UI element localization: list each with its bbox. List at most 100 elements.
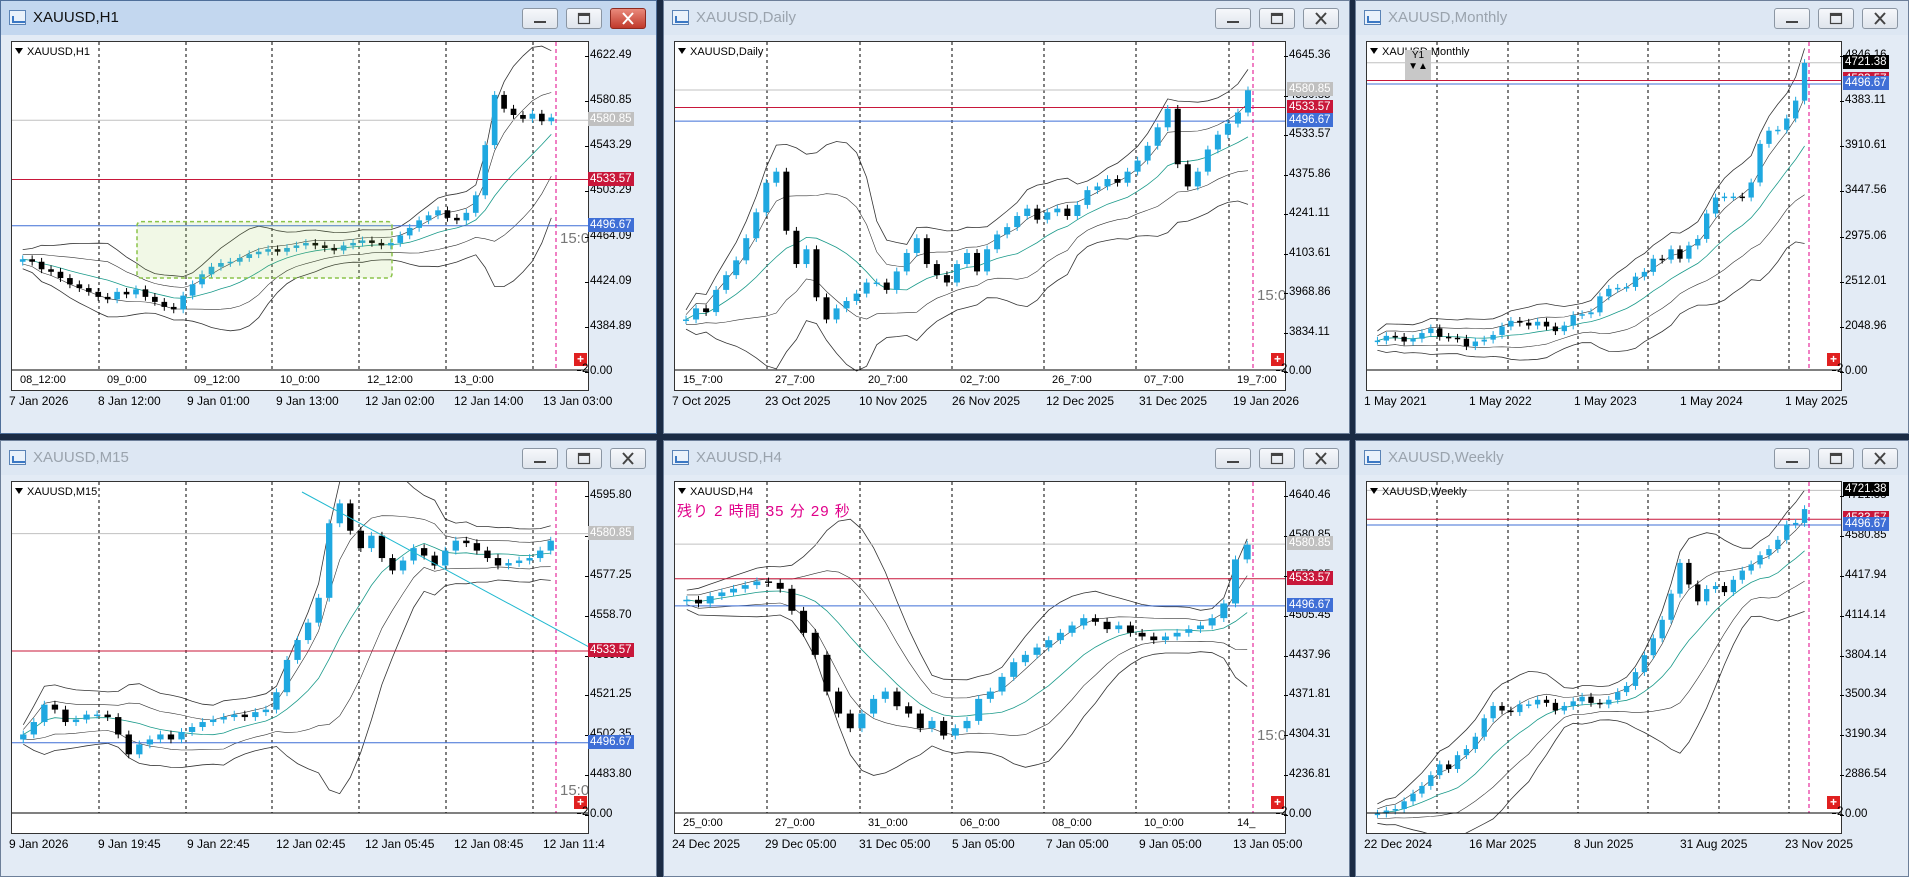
candle-body [399, 560, 407, 571]
timeframe-label: 15:00 [560, 230, 589, 247]
candle-body [1668, 249, 1674, 260]
symbol-label[interactable]: XAUUSD,M15 [15, 486, 97, 498]
title-bar[interactable]: XAUUSD,Monthly [1356, 1, 1908, 35]
chart-window[interactable]: XAUUSD,Weekly XAUUSD,Weekly +4721.38 4580.8… [1355, 440, 1909, 877]
chart-window[interactable]: XAUUSD,M15 XAUUSD,M15 15:00+4595.80 4580.85… [0, 440, 657, 877]
candle-body [1174, 108, 1181, 165]
candle-body [1686, 562, 1692, 585]
candle-body [1472, 736, 1478, 750]
time-axis[interactable]: 1 May 2021 1 May 2022 1 May 2023 1 May 2024… [1364, 394, 1908, 414]
minimize-button[interactable] [1215, 8, 1251, 29]
candle-body [923, 238, 930, 265]
close-button[interactable] [610, 8, 646, 29]
time-axis[interactable]: 24 Dec 2025 29 Dec 05:00 31 Dec 05:00 5 Jan… [672, 837, 1349, 857]
support-price-tag: 4496.67 [1843, 76, 1889, 90]
band-inner-lower [686, 170, 1249, 325]
band-inner-lower [1377, 580, 1805, 819]
price-chart-svg[interactable]: 15_7:00 27_7:00 20_7:00 02_7:00 26_7:00 07_7:… [675, 42, 1286, 391]
chart-plot-area[interactable]: XAUUSD,M15 15:00+ [11, 481, 589, 834]
close-button[interactable] [1303, 8, 1339, 29]
candle-body [1659, 619, 1665, 639]
window-title: XAUUSD,Monthly [1388, 9, 1508, 26]
chart-plot-area[interactable]: 15_7:00 27_7:00 20_7:00 02_7:00 26_7:00 07_7:… [674, 41, 1286, 391]
maximize-button[interactable] [1259, 448, 1295, 469]
time-axis[interactable]: 7 Oct 2025 23 Oct 2025 10 Nov 2025 26 Nov 2… [672, 394, 1349, 414]
minimize-button[interactable] [1774, 448, 1810, 469]
minimize-button[interactable] [1215, 448, 1251, 469]
candle-body [881, 691, 889, 699]
chart-plot-area[interactable]: 08_12:00 09_0:00 09_12:00 10_0:00 12_12:00 13… [11, 41, 589, 391]
candle-body [1021, 654, 1029, 663]
symbol-label[interactable]: XAUUSD,Daily [678, 46, 763, 58]
price-chart-svg[interactable] [12, 482, 589, 834]
time-axis[interactable]: 22 Dec 2024 16 Mar 2025 8 Jun 2025 31 Aug 2… [1364, 837, 1908, 857]
candle-body [199, 722, 206, 728]
quick-trade-plus-icon[interactable]: + [1271, 353, 1284, 366]
candle-body [526, 558, 533, 561]
quick-trade-plus-icon[interactable]: + [574, 796, 587, 809]
candle-body [378, 242, 385, 246]
quick-trade-plus-icon[interactable]: + [1271, 796, 1284, 809]
chart-window[interactable]: XAUUSD,Daily 15_7:00 27_7:00 20_7:00 02_7:00… [663, 0, 1350, 434]
quick-trade-plus-icon[interactable]: + [1827, 796, 1840, 809]
time-tick-label: 22 Dec 2024 [1364, 837, 1433, 851]
resistance-price-tag: 4533.57 [588, 643, 634, 657]
time-axis[interactable]: 9 Jan 2026 9 Jan 19:45 9 Jan 22:45 12 Jan 0… [9, 837, 656, 857]
candle-body [1579, 314, 1585, 316]
price-tick-label: 0.00 [1839, 365, 1868, 377]
candle-body [1463, 338, 1470, 347]
minimize-button[interactable] [522, 448, 558, 469]
candle-body [368, 535, 375, 549]
band-upper [22, 45, 552, 278]
symbol-label[interactable]: XAUUSD,H4 [678, 486, 753, 498]
quick-trade-plus-icon[interactable]: + [574, 353, 587, 366]
candle-body [1114, 179, 1121, 183]
title-bar[interactable]: XAUUSD,Weekly [1356, 441, 1908, 475]
close-button[interactable] [1862, 8, 1898, 29]
symbol-label[interactable]: XAUUSD,H1 [15, 46, 90, 58]
symbol-label[interactable]: XAUUSD,Weekly [1370, 486, 1467, 498]
minimize-button[interactable] [1774, 8, 1810, 29]
band-upper [1377, 48, 1805, 332]
chart-window[interactable]: XAUUSD,H4 25_0:00 27_0:00 31_0:00 06_0:00 08_… [663, 440, 1350, 877]
candle-body [1552, 326, 1559, 332]
inner-time-label: 06_0:00 [960, 817, 1000, 829]
chart-plot-area[interactable]: XAUUSD,Weekly + [1366, 481, 1842, 834]
price-chart-svg[interactable]: 08_12:00 09_0:00 09_12:00 10_0:00 12_12:00 13… [12, 42, 589, 391]
time-tick-label: 31 Dec 05:00 [859, 837, 931, 851]
price-chart-svg[interactable]: 25_0:00 27_0:00 31_0:00 06_0:00 08_0:00 10_0:… [675, 482, 1286, 834]
time-tick-label: 12 Jan 02:00 [365, 394, 435, 408]
close-button[interactable] [1303, 448, 1339, 469]
price-chart-svg[interactable] [1367, 42, 1842, 391]
candle-body [420, 548, 428, 556]
title-bar[interactable]: XAUUSD,M15 [1, 441, 656, 475]
band-lower [1377, 611, 1805, 833]
candle-body [1579, 696, 1585, 702]
chart-window[interactable]: XAUUSD,MonthlyXAUUSD,MonthlyY1▼▲+4846.16… [1355, 0, 1909, 434]
scale-fix-control[interactable]: Y1 ▼▲ [1405, 50, 1431, 80]
title-bar[interactable]: XAUUSD,H4 [664, 441, 1349, 475]
time-axis[interactable]: 7 Jan 2026 8 Jan 12:00 9 Jan 01:00 9 Jan 13… [9, 394, 656, 414]
price-chart-svg[interactable] [1367, 482, 1842, 834]
maximize-button[interactable] [566, 8, 602, 29]
time-tick-label: 9 Jan 19:45 [98, 837, 161, 851]
time-tick-label: 9 Jan 05:00 [1139, 837, 1202, 851]
close-button[interactable] [610, 448, 646, 469]
extra-scale-tick: 2 [576, 363, 589, 375]
chart-plot-area[interactable]: 25_0:00 27_0:00 31_0:00 06_0:00 08_0:00 10_0:… [674, 481, 1286, 834]
title-bar[interactable]: XAUUSD,H1 [1, 1, 656, 35]
chart-window[interactable]: XAUUSD,H1 08_12:00 09_0:00 09_12:00 10_0:00 1… [0, 0, 657, 434]
candle-body [1103, 621, 1111, 630]
band-lower [23, 579, 551, 795]
quick-trade-plus-icon[interactable]: + [1827, 353, 1840, 366]
maximize-button[interactable] [566, 448, 602, 469]
maximize-button[interactable] [1818, 448, 1854, 469]
candle-body [473, 543, 481, 551]
candle-body [1757, 555, 1763, 565]
close-button[interactable] [1862, 448, 1898, 469]
maximize-button[interactable] [1259, 8, 1295, 29]
maximize-button[interactable] [1818, 8, 1854, 29]
minimize-button[interactable] [522, 8, 558, 29]
title-bar[interactable]: XAUUSD,Daily [664, 1, 1349, 35]
